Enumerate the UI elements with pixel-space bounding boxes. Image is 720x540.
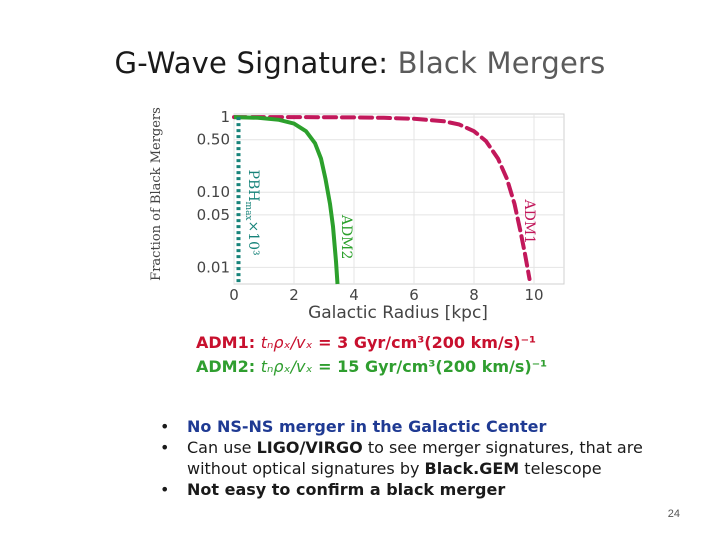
y-tick-label: 0.50: [197, 131, 230, 149]
plot-area: [233, 113, 565, 285]
bullet-dot: •: [160, 417, 170, 436]
slide-title: G-Wave Signature: Black Mergers: [0, 46, 720, 80]
annotation-label: PBHmax×10³: [243, 170, 261, 256]
formula-rest: = 15 Gyr/cm³(200 km/s)⁻¹: [318, 357, 548, 376]
formula-rest: = 3 Gyr/cm³(200 km/s)⁻¹: [318, 333, 537, 352]
page-number: 24: [667, 508, 680, 520]
x-tick-label: 0: [229, 286, 239, 304]
bullet-text: Not easy to confirm a black merger: [187, 480, 506, 499]
bullet-item: • Can use LIGO/VIRGO to see merger signa…: [160, 437, 660, 479]
title-part2: Black Mergers: [397, 46, 606, 80]
series-layer: [232, 115, 532, 285]
bullet-text: No NS-NS merger in the Galactic Center: [187, 417, 547, 436]
x-tick-label: 4: [349, 286, 359, 304]
series-line-adm2: [233, 115, 340, 285]
y-tick-label: 1: [220, 108, 230, 126]
formula-key: ADM2:: [196, 357, 256, 376]
formula-lhs: tₙρₓ/vₓ: [260, 357, 313, 376]
bullet-dot: •: [160, 480, 170, 499]
y-tick-label: 0.01: [197, 258, 230, 276]
bullet-text-bold: Black.GEM: [424, 459, 520, 478]
annotation-label: ADM1: [521, 199, 537, 245]
bullet-text-mid: to see merger signatures, that are witho…: [187, 438, 643, 478]
bullet-item: • Not easy to confirm a black merger: [160, 479, 660, 500]
bullet-text-pre: Can use: [187, 438, 257, 457]
annotations: ADM1 ADM2 PBHmax×10³: [243, 170, 537, 260]
formula-lhs: tₙρₓ/vₓ: [260, 333, 313, 352]
bullet-list: • No NS-NS merger in the Galactic Center…: [160, 416, 660, 500]
formula-adm1: ADM1: tₙρₓ/vₓ = 3 Gyr/cm³(200 km/s)⁻¹: [196, 333, 536, 352]
bullet-text-post: telescope: [519, 459, 602, 478]
x-tick-label: 10: [524, 286, 543, 304]
series-line-adm1: [232, 115, 532, 281]
annotation-label: ADM2: [338, 214, 354, 260]
y-axis-label: Fraction of Black Mergers: [149, 107, 164, 281]
x-tick-label: 6: [409, 286, 419, 304]
bullet-dot: •: [160, 438, 170, 457]
title-part1: G-Wave Signature:: [114, 46, 398, 80]
tick-labels: 0 2 4 6 8 10 1 0.50 0.10 0.05 0.01: [197, 108, 544, 304]
y-tick-label: 0.10: [197, 183, 230, 201]
x-axis-label: Galactic Radius [kpc]: [308, 303, 488, 323]
bullet-text: Can use LIGO/VIRGO to see merger signatu…: [187, 437, 660, 479]
formula-key: ADM1:: [196, 333, 256, 352]
x-tick-label: 2: [289, 286, 299, 304]
formula-adm2: ADM2: tₙρₓ/vₓ = 15 Gyr/cm³(200 km/s)⁻¹: [196, 357, 547, 376]
y-tick-label: 0.05: [197, 206, 230, 224]
bullet-item: • No NS-NS merger in the Galactic Center: [160, 416, 660, 437]
x-tick-label: 8: [469, 286, 479, 304]
bullet-text-bold: LIGO/VIRGO: [256, 438, 363, 457]
